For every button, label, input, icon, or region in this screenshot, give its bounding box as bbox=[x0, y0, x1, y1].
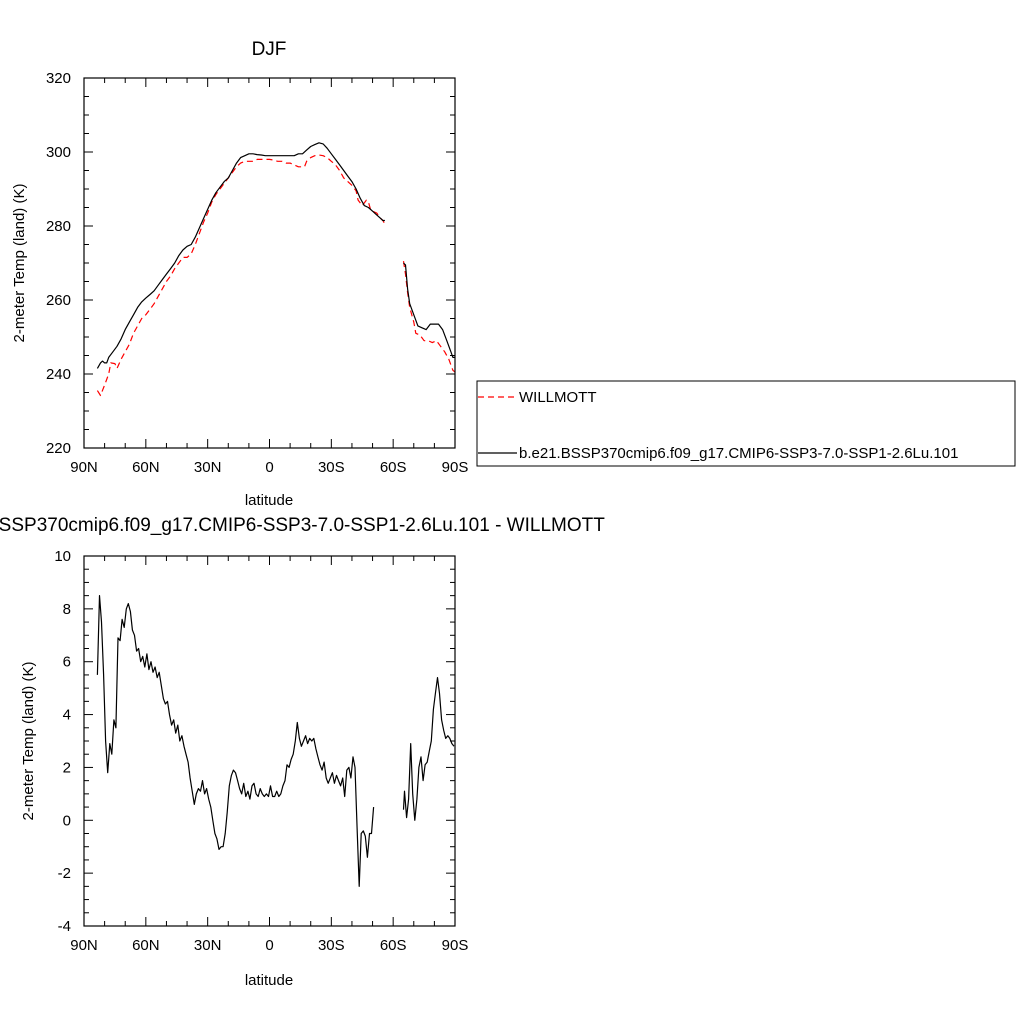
top-x-tick-label: 30S bbox=[318, 459, 345, 476]
top-x-tick-label: 60S bbox=[380, 459, 407, 476]
bottom-x-axis-label: latitude bbox=[245, 972, 293, 989]
top-series-0-line bbox=[96, 154, 386, 397]
bottom-tick-labels: 90N 60N 30N 0 30S 60S 90S -4 -2 0 2 4 6 8 10 bbox=[54, 548, 468, 954]
top-y-tick-label: 260 bbox=[46, 292, 71, 309]
top-y-tick-label: 220 bbox=[46, 440, 71, 457]
bottom-y-tick-label: 0 bbox=[63, 812, 71, 829]
bottom-x-tick-label: 60N bbox=[132, 937, 160, 954]
top-y-tick-label: 240 bbox=[46, 366, 71, 383]
top-tick-labels: 90N 60N 30N 0 30S 60S 90S 220 240 260 280 300 320 bbox=[46, 70, 468, 476]
top-y-tick-label: 280 bbox=[46, 218, 71, 235]
bottom-x-tick-label: 30S bbox=[318, 937, 345, 954]
top-series-1-line bbox=[403, 262, 455, 358]
bottom-chart-title: b.e21.BSSP370cmip6.f09_g17.CMIP6-SSP3-7.… bbox=[0, 515, 605, 536]
bottom-y-tick-label: -4 bbox=[58, 918, 71, 935]
top-chart-title: DJF bbox=[252, 39, 287, 60]
bottom-panel: b.e21.BSSP370cmip6.f09_g17.CMIP6-SSP3-7.… bbox=[0, 515, 605, 989]
legend-box bbox=[476, 380, 1016, 467]
top-x-tick-label: 30N bbox=[194, 459, 222, 476]
top-ticks bbox=[83, 77, 456, 449]
bottom-x-tick-label: 30N bbox=[194, 937, 222, 954]
legend-label-willmott: WILLMOTT bbox=[519, 389, 597, 406]
top-series bbox=[96, 142, 456, 397]
bottom-y-tick-label: 4 bbox=[63, 707, 71, 724]
bottom-y-tick-label: 6 bbox=[63, 654, 71, 671]
bottom-series-0-line bbox=[402, 677, 455, 821]
bottom-x-tick-label: 60S bbox=[380, 937, 407, 954]
bottom-y-tick-label: 2 bbox=[63, 759, 71, 776]
top-series-1-line bbox=[96, 142, 385, 369]
bottom-y-tick-label: 10 bbox=[54, 548, 71, 565]
bottom-y-axis-label: 2-meter Temp (land) (K) bbox=[20, 662, 37, 821]
bottom-x-tick-label: 90S bbox=[442, 937, 469, 954]
top-y-tick-label: 300 bbox=[46, 144, 71, 161]
legend: WILLMOTT b.e21.BSSP370cmip6.f09_g17.CMIP… bbox=[476, 380, 1016, 467]
top-x-tick-label: 60N bbox=[132, 459, 160, 476]
top-series-0-line bbox=[402, 261, 456, 373]
top-panel: DJF latitude 2-meter Temp (land) (K) 90N… bbox=[11, 39, 468, 509]
bottom-series bbox=[96, 595, 455, 887]
top-x-tick-label: 0 bbox=[265, 459, 273, 476]
bottom-ticks bbox=[83, 555, 456, 927]
bottom-series-0-line bbox=[96, 595, 375, 887]
top-x-tick-label: 90N bbox=[70, 459, 98, 476]
bottom-y-tick-label: -2 bbox=[58, 865, 71, 882]
top-plot-frame bbox=[83, 77, 456, 449]
top-y-tick-label: 320 bbox=[46, 70, 71, 87]
top-x-axis-label: latitude bbox=[245, 492, 293, 509]
bottom-x-tick-label: 0 bbox=[265, 937, 273, 954]
legend-label-model: b.e21.BSSP370cmip6.f09_g17.CMIP6-SSP3-7.… bbox=[519, 445, 958, 462]
bottom-plot-frame bbox=[83, 555, 456, 927]
bottom-x-tick-label: 90N bbox=[70, 937, 98, 954]
bottom-y-tick-label: 8 bbox=[63, 601, 71, 618]
top-y-axis-label: 2-meter Temp (land) (K) bbox=[11, 184, 28, 343]
top-x-tick-label: 90S bbox=[442, 459, 469, 476]
